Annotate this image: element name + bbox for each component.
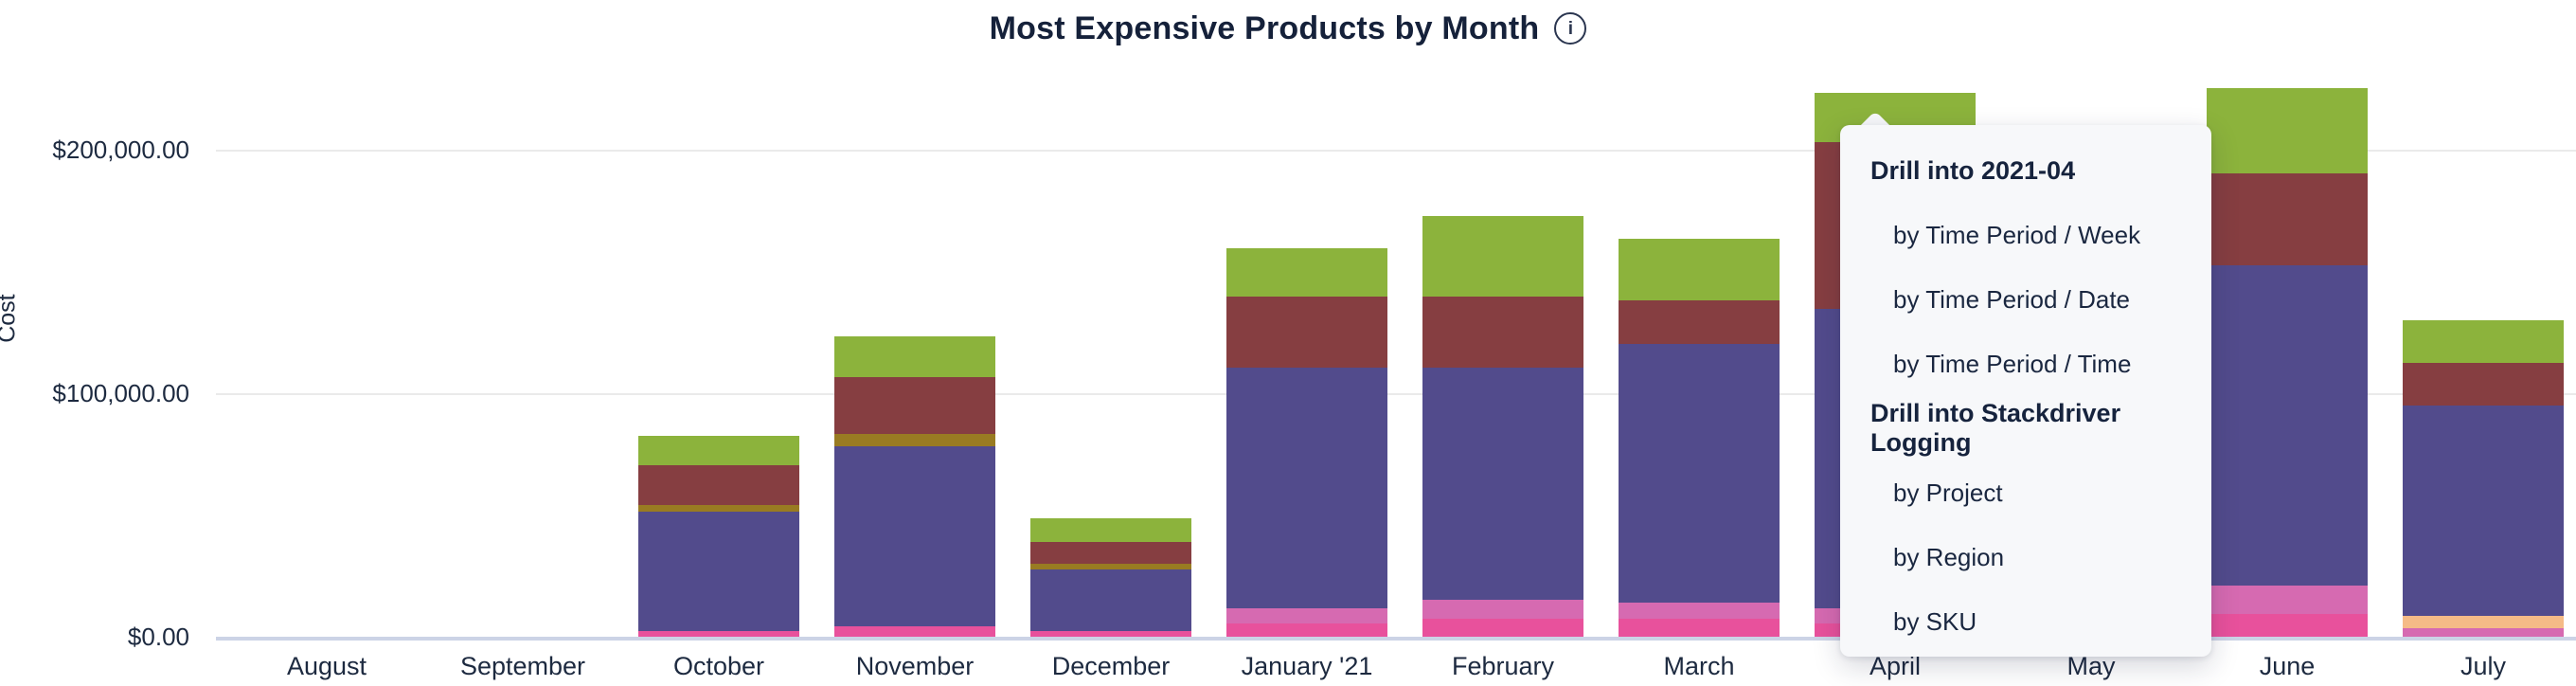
bar-february-segment-light-pink[interactable]: [1422, 600, 1583, 619]
bar-february-segment-maroon[interactable]: [1422, 297, 1583, 368]
bar-july-segment-maroon[interactable]: [2403, 363, 2564, 406]
y-tick-label: $200,000.00: [52, 135, 189, 164]
bar-march-segment-green[interactable]: [1619, 239, 1780, 300]
bar-february-segment-green[interactable]: [1422, 216, 1583, 297]
x-label-december: December: [1051, 652, 1171, 680]
bar-december-segment-maroon[interactable]: [1030, 542, 1191, 564]
bar-march-segment-light-pink[interactable]: [1619, 603, 1780, 619]
bar-january-21-segment-dark-pink[interactable]: [1226, 623, 1387, 637]
bar-november-segment-dark-pink[interactable]: [834, 626, 995, 637]
gridline-100000: [216, 393, 2576, 395]
x-label-january-21: January '21: [1241, 652, 1373, 680]
x-label-april: April: [1869, 652, 1921, 680]
x-axis-line: [216, 637, 2576, 641]
bar-june-segment-dark-pink[interactable]: [2207, 614, 2368, 637]
bar-january-21-segment-purple[interactable]: [1226, 368, 1387, 608]
bar-july-segment-purple[interactable]: [2403, 406, 2564, 616]
bar-october-segment-purple[interactable]: [638, 512, 799, 631]
bar-june-segment-purple[interactable]: [2207, 265, 2368, 586]
bar-december-segment-olive[interactable]: [1030, 564, 1191, 569]
x-label-august: August: [286, 652, 367, 680]
bar-july-segment-orange[interactable]: [2403, 616, 2564, 628]
menu-item-by-sku[interactable]: by SKU: [1893, 606, 1977, 636]
bar-march-segment-purple[interactable]: [1619, 344, 1780, 603]
x-label-february: February: [1451, 652, 1555, 680]
bar-november-segment-maroon[interactable]: [834, 377, 995, 434]
y-axis-title: Cost: [0, 294, 21, 343]
x-label-july: July: [2460, 652, 2506, 680]
bar-july-segment-light-pink[interactable]: [2403, 628, 2564, 637]
menu-item-by-region[interactable]: by Region: [1893, 542, 2005, 571]
bar-november-segment-purple[interactable]: [834, 446, 995, 626]
bar-november-segment-olive[interactable]: [834, 434, 995, 446]
bar-june-segment-green[interactable]: [2207, 88, 2368, 173]
bar-december-segment-green[interactable]: [1030, 518, 1191, 542]
bar-october-segment-green[interactable]: [638, 436, 799, 465]
menu-header-drill-into-stackdriver-logging: Drill into Stackdriver Logging: [1870, 399, 2121, 457]
bar-november-segment-green[interactable]: [834, 336, 995, 377]
drilldown-menu: Drill into 2021-04 by Time Period / Week b…: [1840, 125, 2211, 657]
gridline-200000: [216, 150, 2576, 152]
bar-march-segment-dark-pink[interactable]: [1619, 619, 1780, 637]
bar-october-segment-dark-pink[interactable]: [638, 631, 799, 637]
bar-january-21-segment-green[interactable]: [1226, 248, 1387, 297]
x-label-march: March: [1663, 652, 1735, 680]
info-icon[interactable]: i: [1554, 12, 1587, 45]
x-label-october: October: [672, 652, 765, 680]
bar-january-21-segment-light-pink[interactable]: [1226, 608, 1387, 623]
bar-january-21-segment-maroon[interactable]: [1226, 297, 1387, 368]
x-label-may: May: [2066, 652, 2116, 680]
menu-header-drill-into-2021-04: Drill into 2021-04: [1870, 155, 2076, 185]
menu-item-by-time-period-date[interactable]: by Time Period / Date: [1893, 284, 2130, 314]
x-label-september: September: [459, 652, 586, 680]
bar-june-segment-light-pink[interactable]: [2207, 586, 2368, 614]
menu-item-by-project[interactable]: by Project: [1893, 478, 2003, 507]
y-tick-label: $100,000.00: [52, 379, 189, 407]
x-label-june: June: [2259, 652, 2316, 680]
bar-february-segment-dark-pink[interactable]: [1422, 619, 1583, 637]
bar-december-segment-dark-pink[interactable]: [1030, 631, 1191, 637]
page-title: Most Expensive Products by Month: [989, 9, 1540, 46]
bar-october-segment-maroon[interactable]: [638, 465, 799, 505]
x-label-november: November: [855, 652, 975, 680]
bar-february-segment-purple[interactable]: [1422, 368, 1583, 600]
menu-item-by-time-period-time[interactable]: by Time Period / Time: [1893, 349, 2132, 378]
menu-item-by-time-period-week[interactable]: by Time Period / Week: [1893, 220, 2141, 249]
chart-header: Most Expensive Products by Month i: [0, 6, 2576, 51]
bar-march-segment-maroon[interactable]: [1619, 300, 1780, 344]
bar-december-segment-purple[interactable]: [1030, 569, 1191, 631]
bar-july-segment-green[interactable]: [2403, 320, 2564, 363]
bar-june-segment-maroon[interactable]: [2207, 173, 2368, 265]
y-tick-label: $0.00: [127, 623, 189, 651]
bar-october-segment-olive[interactable]: [638, 505, 799, 512]
